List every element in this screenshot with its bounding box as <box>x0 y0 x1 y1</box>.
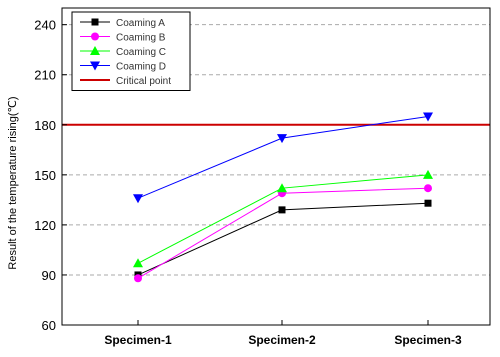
series-coaming-d-point-1 <box>133 194 143 204</box>
x-tick-label-3: Specimen-3 <box>394 333 462 347</box>
series-coaming-c-point-1 <box>133 258 143 268</box>
series-coaming-b-point-1 <box>134 274 142 283</box>
legend: Coaming A Coaming B Coaming C Coaming D Crit… <box>71 11 191 91</box>
y-tick-label-90: 90 <box>42 268 56 283</box>
series-coaming-a <box>134 199 432 279</box>
series-coaming-d-point-2 <box>277 134 287 144</box>
series-coaming-b <box>134 184 432 283</box>
legend-coaming-a-marker <box>91 18 99 26</box>
legend-coaming-c-label: Coaming C <box>116 47 166 58</box>
series-coaming-b-line <box>137 187 429 279</box>
series-coaming-b-point-3 <box>424 184 432 193</box>
y-tick-label-60: 60 <box>42 318 56 333</box>
series-coaming-c-point-3 <box>423 169 433 179</box>
y-tick-label-180: 180 <box>34 118 56 133</box>
legend-coaming-c-marker <box>90 46 100 55</box>
series-coaming-d-point-3 <box>423 112 433 122</box>
x-axis-ticks: Specimen-1 Specimen-2 Specimen-3 <box>104 320 462 347</box>
series-coaming-a-point-3 <box>424 199 432 207</box>
plot-frame <box>61 7 491 326</box>
legend-coaming-d-label: Coaming D <box>116 62 166 73</box>
legend-coaming-d-marker <box>90 61 100 71</box>
y-tick-label-150: 150 <box>34 168 56 183</box>
y-axis-ticks: 60 90 120 150 180 210 240 <box>34 18 67 333</box>
series-coaming-c <box>133 169 433 268</box>
y-tick-label-210: 210 <box>34 68 56 83</box>
series-coaming-c-point-2 <box>277 183 287 193</box>
series-coaming-d <box>133 112 433 204</box>
legend-coaming-a-label: Coaming A <box>116 18 165 29</box>
series-coaming-a-line <box>137 202 429 276</box>
y-tick-label-240: 240 <box>34 18 56 33</box>
y-axis-title: Result of the temperature rising(℃) <box>7 96 19 269</box>
x-tick-label-1: Specimen-1 <box>104 333 172 347</box>
legend-critical-point-label: Critical point <box>116 76 171 87</box>
legend-coaming-b-label: Coaming B <box>116 33 166 44</box>
y-tick-label-120: 120 <box>34 218 56 233</box>
x-tick-label-2: Specimen-2 <box>248 333 316 347</box>
series-layer <box>133 112 433 283</box>
legend-coaming-b-marker <box>91 32 99 41</box>
series-coaming-a-point-2 <box>278 206 286 214</box>
